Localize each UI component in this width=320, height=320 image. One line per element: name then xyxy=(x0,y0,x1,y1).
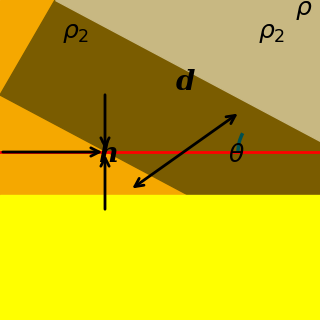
Bar xyxy=(0,195,320,320)
Polygon shape xyxy=(55,0,320,141)
Text: $\rho$: $\rho$ xyxy=(295,0,313,22)
Text: h: h xyxy=(98,141,118,168)
Polygon shape xyxy=(0,0,320,265)
Text: d: d xyxy=(175,69,195,96)
Text: $\rho_2$: $\rho_2$ xyxy=(258,21,285,45)
Text: $\rho_2$: $\rho_2$ xyxy=(62,21,89,45)
Text: $\theta$: $\theta$ xyxy=(228,143,245,167)
